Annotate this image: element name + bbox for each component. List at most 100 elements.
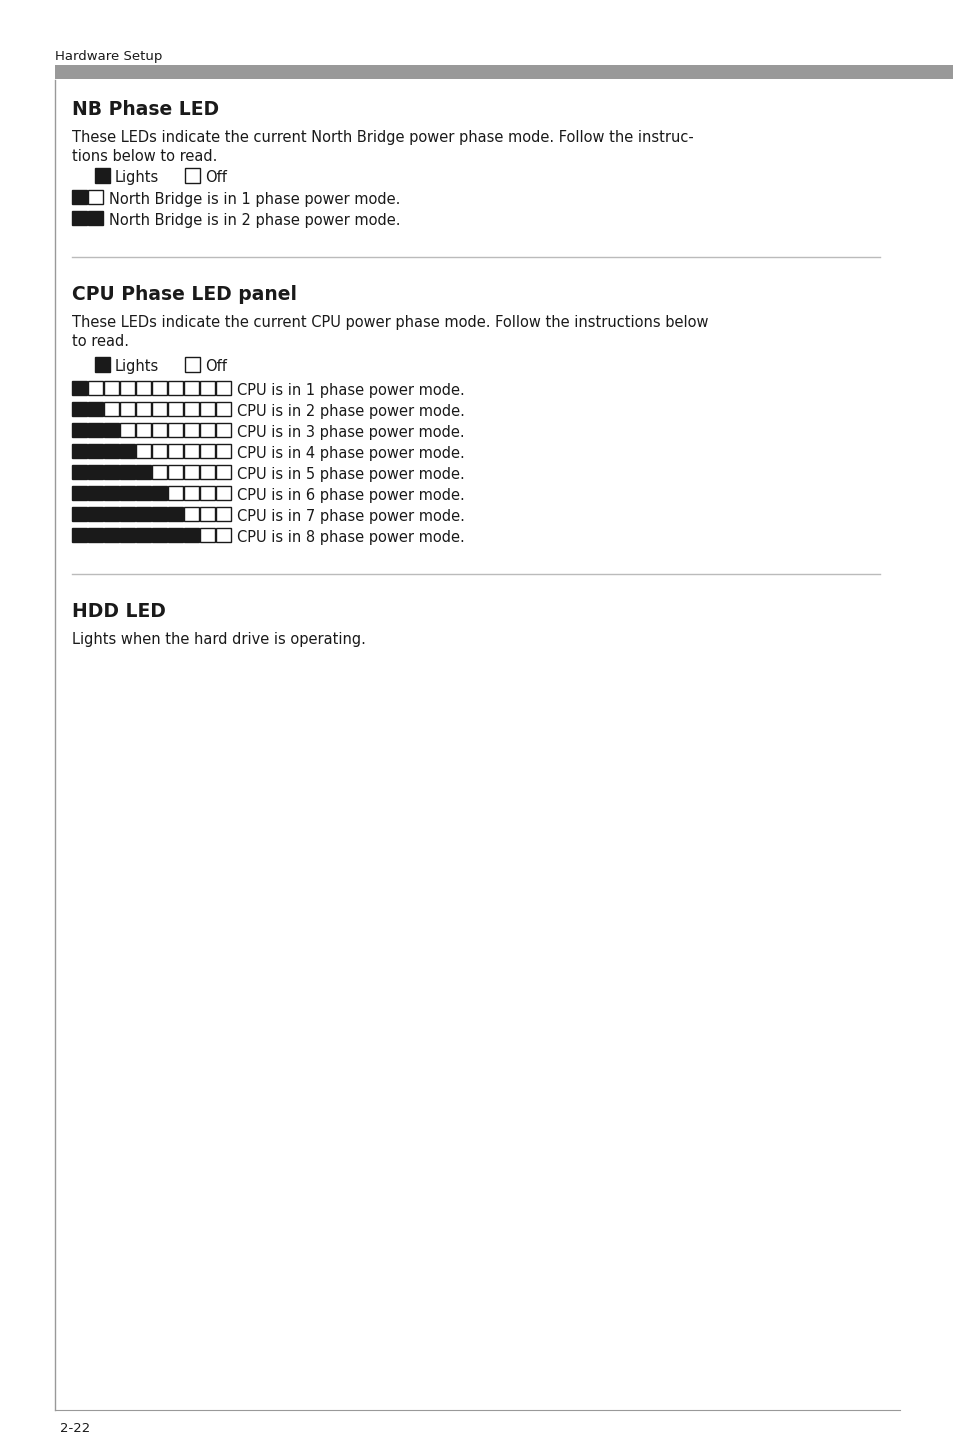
Bar: [88, 381, 103, 395]
Bar: [136, 528, 151, 541]
Text: CPU is in 5 phase power mode.: CPU is in 5 phase power mode.: [236, 467, 464, 483]
Bar: [71, 465, 87, 478]
Bar: [104, 465, 119, 478]
Text: These LEDs indicate the current North Bridge power phase mode. Follow the instru: These LEDs indicate the current North Br…: [71, 130, 693, 145]
Bar: [185, 357, 200, 372]
Bar: [104, 422, 119, 437]
Bar: [71, 485, 87, 500]
Bar: [71, 190, 87, 203]
Text: 2-22: 2-22: [60, 1422, 91, 1432]
Bar: [200, 422, 214, 437]
Text: CPU is in 2 phase power mode.: CPU is in 2 phase power mode.: [236, 404, 464, 420]
Text: CPU is in 8 phase power mode.: CPU is in 8 phase power mode.: [236, 530, 464, 546]
Bar: [152, 465, 167, 478]
Bar: [215, 485, 231, 500]
Bar: [104, 381, 119, 395]
Bar: [71, 402, 87, 417]
Bar: [71, 507, 87, 521]
Bar: [168, 381, 183, 395]
Text: CPU is in 7 phase power mode.: CPU is in 7 phase power mode.: [236, 508, 464, 524]
Bar: [168, 528, 183, 541]
Bar: [88, 211, 103, 225]
Bar: [136, 507, 151, 521]
Bar: [152, 444, 167, 458]
Text: CPU is in 1 phase power mode.: CPU is in 1 phase power mode.: [236, 382, 464, 398]
Bar: [120, 485, 135, 500]
Bar: [200, 528, 214, 541]
Bar: [120, 381, 135, 395]
Bar: [200, 465, 214, 478]
Bar: [215, 444, 231, 458]
Bar: [200, 381, 214, 395]
Text: Hardware Setup: Hardware Setup: [55, 50, 162, 63]
Bar: [55, 64, 953, 79]
Bar: [88, 528, 103, 541]
Bar: [120, 507, 135, 521]
Bar: [120, 444, 135, 458]
Bar: [71, 381, 87, 395]
Text: Lights: Lights: [115, 170, 159, 185]
Bar: [152, 528, 167, 541]
Text: to read.: to read.: [71, 334, 129, 349]
Bar: [168, 402, 183, 417]
Bar: [215, 422, 231, 437]
Bar: [120, 465, 135, 478]
Bar: [200, 507, 214, 521]
Bar: [184, 422, 199, 437]
Bar: [136, 465, 151, 478]
Bar: [152, 381, 167, 395]
Bar: [215, 381, 231, 395]
Bar: [71, 211, 87, 225]
Bar: [88, 422, 103, 437]
Bar: [184, 465, 199, 478]
Bar: [200, 402, 214, 417]
Bar: [152, 402, 167, 417]
Bar: [168, 507, 183, 521]
Bar: [88, 402, 103, 417]
Text: Lights when the hard drive is operating.: Lights when the hard drive is operating.: [71, 632, 366, 647]
Text: North Bridge is in 1 phase power mode.: North Bridge is in 1 phase power mode.: [109, 192, 400, 208]
Bar: [215, 507, 231, 521]
Text: These LEDs indicate the current CPU power phase mode. Follow the instructions be: These LEDs indicate the current CPU powe…: [71, 315, 708, 329]
Bar: [104, 485, 119, 500]
Text: North Bridge is in 2 phase power mode.: North Bridge is in 2 phase power mode.: [109, 213, 400, 228]
Bar: [88, 444, 103, 458]
Bar: [95, 357, 110, 372]
Bar: [152, 422, 167, 437]
Bar: [120, 422, 135, 437]
Bar: [184, 381, 199, 395]
Bar: [71, 422, 87, 437]
Text: HDD LED: HDD LED: [71, 601, 166, 621]
Bar: [104, 507, 119, 521]
Bar: [168, 465, 183, 478]
Bar: [168, 444, 183, 458]
Bar: [136, 422, 151, 437]
Bar: [168, 485, 183, 500]
Bar: [184, 485, 199, 500]
Text: CPU is in 6 phase power mode.: CPU is in 6 phase power mode.: [236, 488, 464, 503]
Bar: [136, 444, 151, 458]
Bar: [136, 485, 151, 500]
Bar: [184, 507, 199, 521]
Bar: [88, 190, 103, 203]
Bar: [136, 381, 151, 395]
Bar: [104, 528, 119, 541]
Text: NB Phase LED: NB Phase LED: [71, 100, 219, 119]
Bar: [104, 444, 119, 458]
Bar: [88, 465, 103, 478]
Bar: [95, 168, 110, 183]
Bar: [88, 507, 103, 521]
Bar: [168, 422, 183, 437]
Bar: [184, 528, 199, 541]
Bar: [152, 485, 167, 500]
Bar: [200, 444, 214, 458]
Bar: [200, 485, 214, 500]
Bar: [104, 402, 119, 417]
Text: tions below to read.: tions below to read.: [71, 149, 217, 165]
Text: Off: Off: [205, 359, 227, 374]
Text: CPU is in 4 phase power mode.: CPU is in 4 phase power mode.: [236, 445, 464, 461]
Bar: [185, 168, 200, 183]
Bar: [215, 528, 231, 541]
Text: CPU is in 3 phase power mode.: CPU is in 3 phase power mode.: [236, 425, 464, 440]
Bar: [88, 485, 103, 500]
